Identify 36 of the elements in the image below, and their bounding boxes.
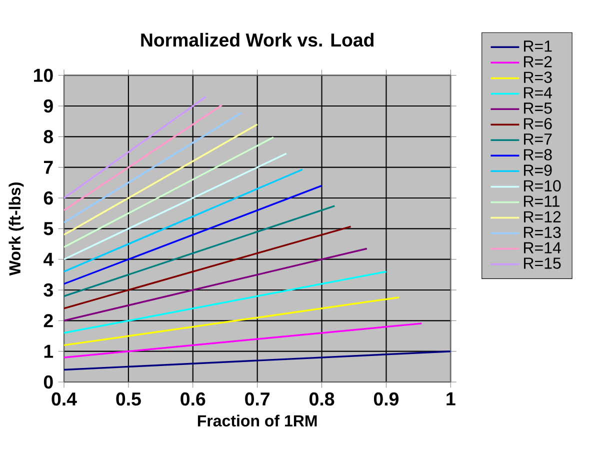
legend-label: R=4 — [524, 87, 552, 98]
legend-label: R=5 — [524, 102, 552, 114]
legend-label: R=14 — [524, 242, 561, 254]
y-tick-label: 8 — [44, 130, 54, 144]
y-tick-label: 2 — [44, 314, 53, 328]
x-tick-label: 0.7 — [245, 392, 270, 406]
y-tick-label: 0 — [44, 375, 53, 389]
x-tick-label: 0.4 — [52, 392, 77, 406]
legend-label: R=2 — [524, 56, 552, 68]
legend-label: R=15 — [524, 258, 561, 269]
legend-label: R=3 — [524, 72, 552, 83]
x-tick-label: 0.8 — [310, 392, 334, 406]
legend-label: R=6 — [524, 118, 552, 130]
y-tick-label: 1 — [44, 344, 54, 358]
y-tick-label: 4 — [44, 252, 54, 266]
y-tick-label: 6 — [44, 191, 53, 205]
y-tick-label: 9 — [44, 99, 53, 113]
x-axis-title: Fraction of 1RM — [198, 414, 317, 427]
x-tick-label: 1 — [446, 392, 456, 406]
y-tick-label: 10 — [34, 68, 53, 82]
x-tick-label: 0.9 — [374, 392, 399, 406]
legend-label: R=12 — [524, 211, 561, 222]
legend-label: R=9 — [524, 164, 552, 176]
y-tick-label: 5 — [44, 222, 54, 236]
x-tick-label: 0.6 — [180, 392, 206, 406]
y-axis-title: Work (ft-lbs) — [8, 182, 24, 276]
x-tick-label: 0.5 — [116, 392, 141, 406]
chart-title: Normalized Work vs. Load — [141, 32, 374, 47]
legend-label: R=11 — [524, 196, 560, 207]
legend-label: R=7 — [524, 134, 552, 145]
legend-label: R=8 — [524, 149, 552, 160]
legend-label: R=1 — [524, 40, 552, 52]
y-tick-label: 7 — [44, 160, 53, 174]
legend-label: R=13 — [524, 226, 561, 238]
legend-label: R=10 — [524, 180, 561, 192]
y-tick-label: 3 — [44, 283, 53, 297]
